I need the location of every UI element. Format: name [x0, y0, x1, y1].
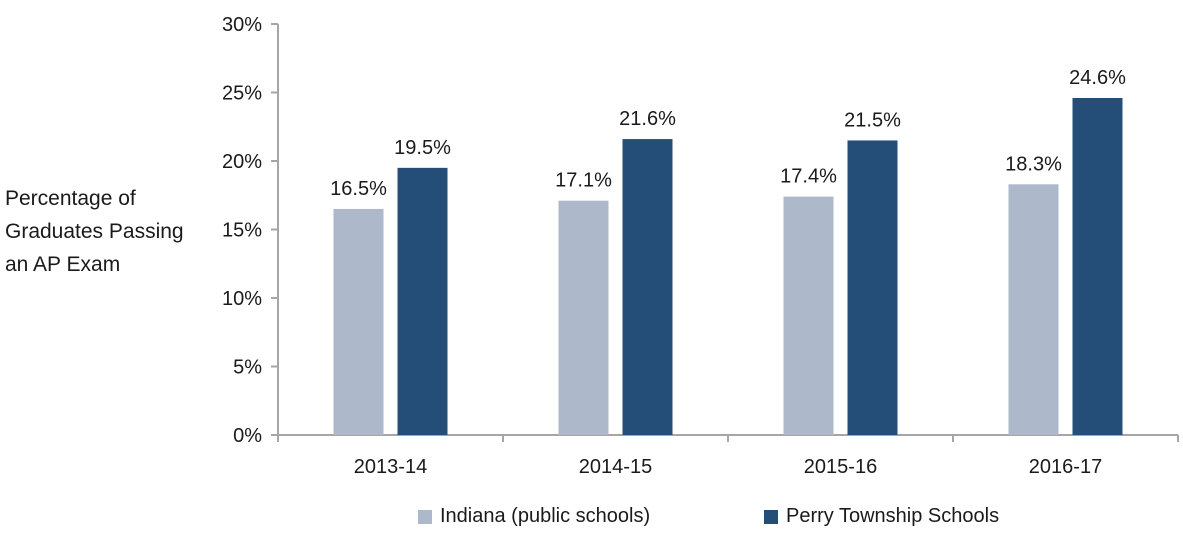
data-label: 18.3% — [1005, 153, 1062, 175]
x-tick-label: 2014-15 — [579, 456, 652, 478]
bar — [397, 167, 448, 435]
y-tick-label: 0% — [233, 425, 262, 447]
y-tick-label: 5% — [233, 357, 262, 379]
x-tick-label: 2013-14 — [354, 456, 427, 478]
y-tick-label: 25% — [222, 83, 262, 105]
y-axis-title-line-2: Graduates Passing — [5, 220, 184, 243]
y-axis-title-line-1: Percentage of — [5, 187, 136, 210]
legend-label-perry: Perry Township Schools — [786, 505, 1000, 527]
y-axis-title-line-3: an AP Exam — [5, 253, 121, 276]
bar — [558, 200, 609, 435]
x-tick-label: 2015-16 — [804, 456, 877, 478]
bar — [333, 208, 384, 435]
data-label: 19.5% — [394, 137, 451, 159]
legend-label-indiana: Indiana (public schools) — [440, 505, 651, 527]
y-axis-title: Percentage of Graduates Passing an AP Ex… — [5, 182, 215, 281]
y-tick-label: 15% — [222, 220, 262, 242]
y-tick-label: 30% — [222, 14, 262, 36]
data-label: 21.5% — [844, 109, 901, 131]
data-label: 17.1% — [555, 170, 612, 192]
bar — [622, 139, 673, 435]
legend-item-indiana: Indiana (public schools) — [418, 505, 650, 528]
data-label: 24.6% — [1069, 67, 1126, 89]
legend: Indiana (public schools) Perry Township … — [0, 505, 1183, 535]
bar — [847, 140, 898, 435]
bar — [783, 196, 834, 435]
y-tick-label: 10% — [222, 288, 262, 310]
bar — [1008, 184, 1059, 435]
legend-swatch-perry — [764, 509, 778, 524]
legend-item-perry: Perry Township Schools — [764, 505, 999, 528]
data-label: 17.4% — [780, 166, 837, 188]
bar — [1072, 97, 1123, 435]
legend-swatch-indiana — [418, 509, 432, 524]
data-label: 21.6% — [619, 108, 676, 130]
y-tick-label: 20% — [222, 151, 262, 173]
data-label: 16.5% — [330, 178, 387, 200]
x-tick-label: 2016-17 — [1029, 456, 1102, 478]
